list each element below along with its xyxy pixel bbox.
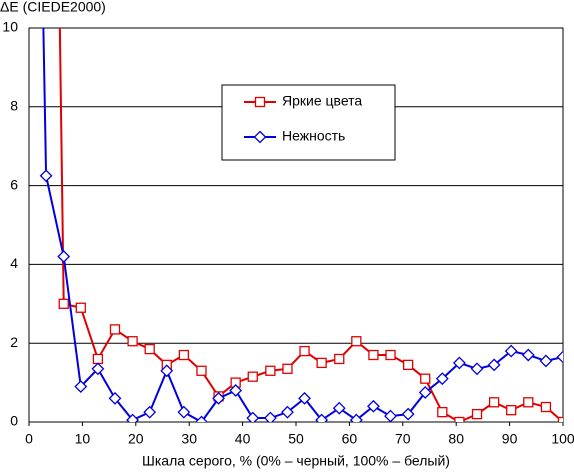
marker xyxy=(452,356,466,370)
marker xyxy=(143,405,157,419)
marker xyxy=(144,343,155,355)
x-tick-label: 10 xyxy=(75,431,91,447)
marker xyxy=(281,405,294,419)
marker xyxy=(108,391,122,405)
legend-label: Нежность xyxy=(282,128,345,144)
y-tick-label: 4 xyxy=(10,255,18,271)
marker xyxy=(247,371,258,382)
marker xyxy=(420,373,431,384)
marker xyxy=(539,354,553,368)
marker xyxy=(435,372,449,386)
marker xyxy=(506,405,517,416)
y-tick-label: 6 xyxy=(10,176,18,192)
marker xyxy=(437,406,448,418)
y-tick-label: 0 xyxy=(10,413,18,429)
marker xyxy=(298,391,311,405)
x-tick-label: 90 xyxy=(502,431,518,447)
marker xyxy=(385,349,396,361)
marker xyxy=(470,362,484,376)
marker xyxy=(127,336,138,347)
marker xyxy=(212,391,225,405)
marker xyxy=(504,344,518,358)
legend-label: Яркие цвета xyxy=(282,93,362,109)
marker xyxy=(487,358,501,372)
marker xyxy=(523,397,534,408)
marker xyxy=(521,348,535,362)
marker xyxy=(246,411,260,422)
marker xyxy=(109,324,121,335)
marker xyxy=(91,362,105,376)
marker xyxy=(299,345,310,357)
marker xyxy=(316,357,327,369)
marker xyxy=(401,407,415,421)
y-tick-label: 10 xyxy=(2,19,18,35)
marker xyxy=(368,349,379,361)
marker xyxy=(126,413,140,422)
marker xyxy=(332,401,346,415)
chart-title: ΔE (CIEDE2000) xyxy=(0,0,106,15)
x-tick-label: 80 xyxy=(448,431,464,447)
legend xyxy=(221,84,396,161)
x-tick-label: 0 xyxy=(25,431,33,447)
marker xyxy=(349,413,363,422)
marker xyxy=(92,353,104,365)
marker xyxy=(58,298,69,309)
marker xyxy=(195,415,208,422)
marker xyxy=(351,336,362,347)
marker xyxy=(367,399,380,413)
x-tick-label: 20 xyxy=(128,431,144,447)
marker xyxy=(254,96,266,108)
x-tick-label: 70 xyxy=(395,431,411,447)
x-tick-label: 30 xyxy=(181,431,197,447)
marker xyxy=(540,401,552,413)
marker xyxy=(384,409,397,422)
marker xyxy=(454,416,465,422)
y-tick-label: 8 xyxy=(10,98,18,114)
marker xyxy=(39,169,53,183)
marker xyxy=(402,359,414,371)
marker xyxy=(488,397,500,408)
marker xyxy=(263,411,277,422)
marker xyxy=(418,386,432,399)
marker xyxy=(75,302,86,313)
x-axis-title: Шкала серого, % (0% – черный, 100% – бел… xyxy=(142,453,450,469)
marker xyxy=(334,353,345,365)
plot-layer xyxy=(39,28,563,422)
marker xyxy=(282,363,293,374)
marker xyxy=(556,350,563,364)
marker xyxy=(177,405,191,419)
marker xyxy=(74,380,88,393)
y-tick-label: 2 xyxy=(10,334,18,350)
marker xyxy=(265,365,276,376)
marker xyxy=(229,384,243,397)
marker xyxy=(557,416,563,422)
x-tick-label: 50 xyxy=(288,431,304,447)
marker xyxy=(57,250,71,263)
x-tick-label: 100 xyxy=(551,431,574,447)
x-tick-label: 60 xyxy=(342,431,358,447)
marker xyxy=(196,365,207,376)
marker xyxy=(315,413,329,422)
x-tick-label: 40 xyxy=(235,431,251,447)
marker xyxy=(178,349,190,361)
marker xyxy=(253,130,267,144)
marker xyxy=(160,364,174,378)
marker xyxy=(471,408,483,420)
